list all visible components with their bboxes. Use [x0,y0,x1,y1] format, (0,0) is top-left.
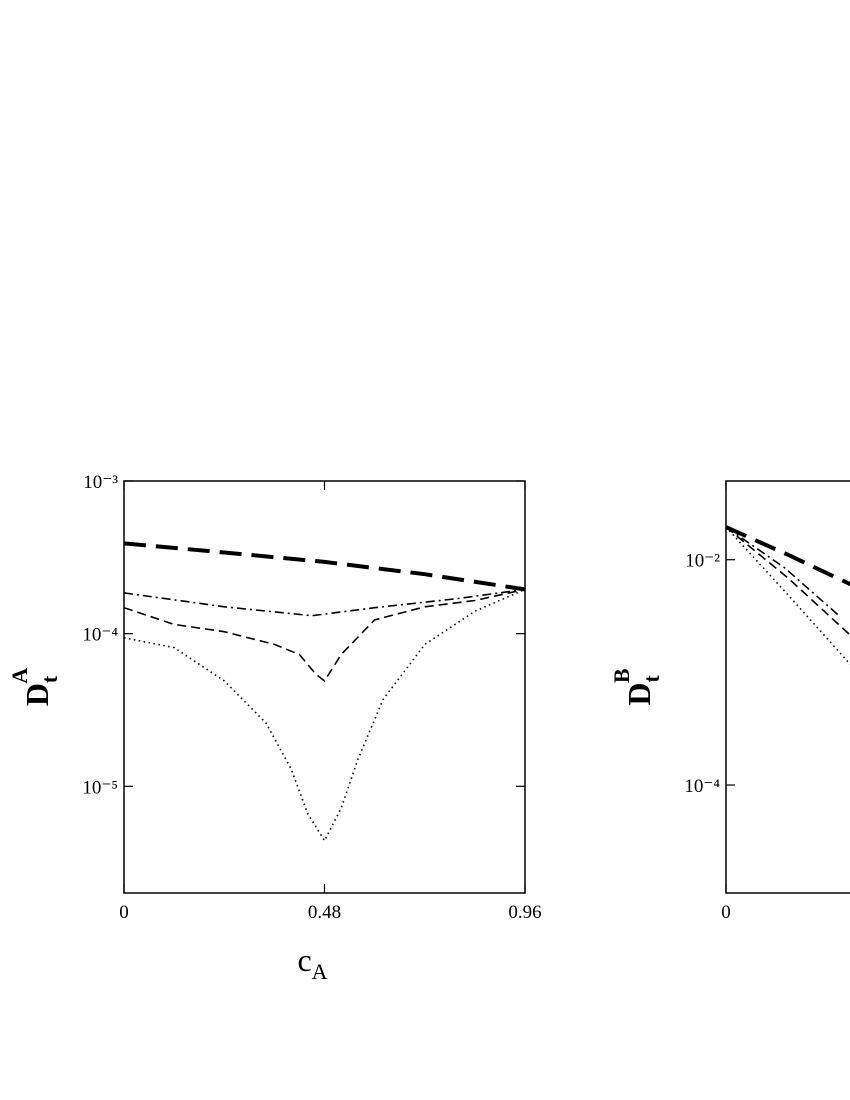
series-group [124,541,525,843]
x-tick-label: 0.96 [508,902,541,923]
y-tick-label: 10⁻⁵ [82,777,118,798]
x-axis-label-sub: A [312,959,328,984]
y-axis-label-sub: t [639,674,664,682]
x-axis-label: cA [297,942,327,984]
x-tick-label: 0.48 [308,902,341,923]
x-axis-label-base: c [297,942,311,978]
y-axis-label-base: D [621,682,657,705]
y-tick-label: 10⁻⁴ [82,625,118,646]
y-tick-label: 10⁻³ [83,472,118,493]
y-axis-label-sup: B [609,668,634,683]
y-axis-label-sub: t [37,675,62,683]
y-tick-label: 10⁻⁴ [684,776,720,797]
series-line [124,588,525,683]
x-tick-label: 0 [721,902,731,923]
series-line [124,588,525,843]
plot-frame [123,480,526,894]
series-line [726,526,850,666]
series-line [124,541,525,592]
y-axis-label-sup: A [7,668,32,684]
x-tick-label: 0 [119,902,129,923]
series-group [726,525,850,666]
series-line [726,525,850,587]
y-axis-label: DtA [7,668,62,706]
y-tick-label: 10⁻² [685,551,720,572]
plot-frame [725,480,850,894]
y-axis-label-base: D [19,683,55,706]
series-line [124,588,525,617]
y-axis-label: DtB [609,668,664,705]
panel: 10⁻² 10⁻⁴ 0 DtB [609,480,850,923]
series-line [726,526,850,636]
series-line [726,526,840,617]
